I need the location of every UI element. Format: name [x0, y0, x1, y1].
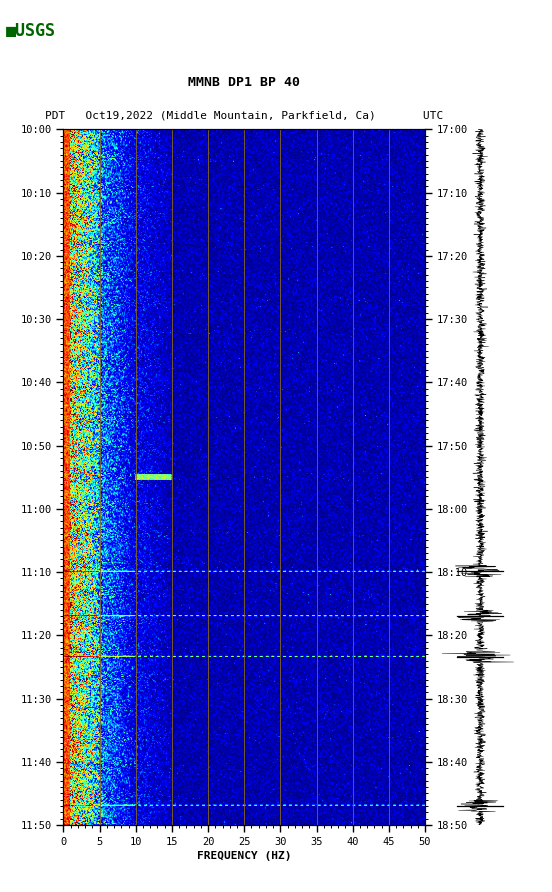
Text: ■USGS: ■USGS: [6, 22, 56, 40]
X-axis label: FREQUENCY (HZ): FREQUENCY (HZ): [197, 851, 291, 861]
Text: PDT   Oct19,2022 (Middle Mountain, Parkfield, Ca)       UTC: PDT Oct19,2022 (Middle Mountain, Parkfie…: [45, 111, 443, 120]
Text: MMNB DP1 BP 40: MMNB DP1 BP 40: [188, 76, 300, 89]
